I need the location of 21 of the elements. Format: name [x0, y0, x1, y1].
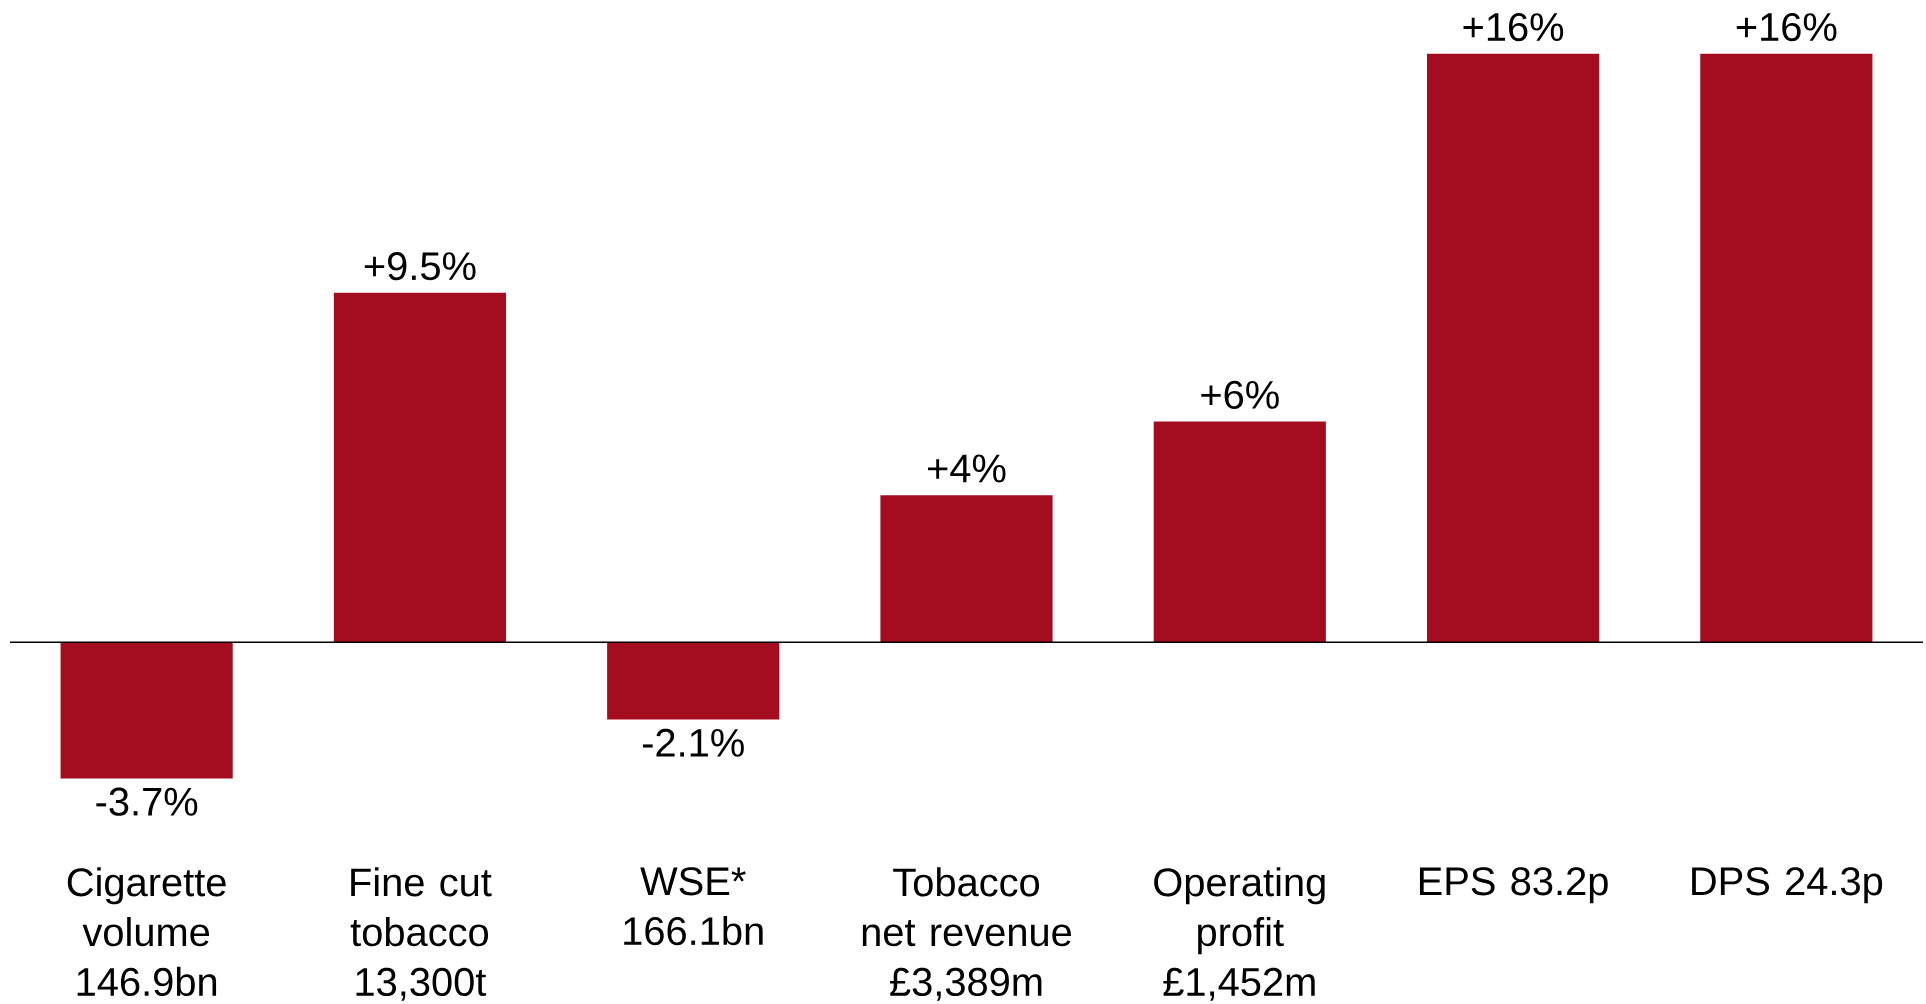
bar: [1153, 421, 1326, 643]
data-label: +6%: [1201, 380, 1279, 409]
bar: [880, 495, 1053, 643]
bar: [607, 642, 780, 720]
x-tick-label: WSE* 166.1bn: [624, 867, 763, 946]
bar: [60, 642, 233, 779]
data-label: +9.5%: [364, 252, 476, 281]
bar: [333, 292, 507, 643]
x-tick-label: Operating profit £1,452m: [1154, 867, 1325, 1001]
x-tick-label: EPS 83.2p: [1419, 867, 1608, 904]
data-label: +16%: [1736, 12, 1837, 42]
data-label: +16%: [1463, 12, 1564, 42]
x-tick-label: Fine cut tobacco 13,300t: [350, 867, 492, 1001]
bar: [1426, 53, 1600, 643]
data-label: -3.7%: [96, 787, 198, 816]
x-tick-label: Tobacco net revenue £3,389m: [862, 867, 1072, 1001]
data-label: +4%: [928, 454, 1006, 483]
x-tick-label: DPS 24.3p: [1692, 867, 1883, 904]
data-label: -2.1%: [642, 728, 744, 757]
x-tick-label: Cigarette volume 146.9bn: [67, 867, 226, 997]
bar: [1700, 53, 1873, 643]
